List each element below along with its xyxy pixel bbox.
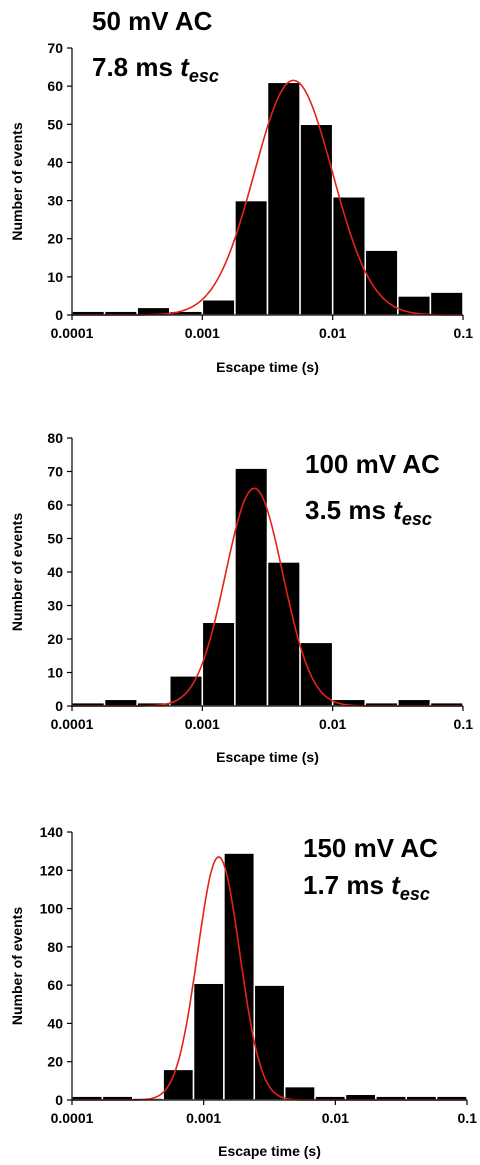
x-tick-label: 0.001 [186, 1110, 221, 1126]
x-tick-label: 0.001 [185, 325, 220, 341]
x-tick-label: 0.01 [319, 325, 346, 341]
histogram-bar [429, 291, 464, 316]
y-tick-label: 10 [47, 665, 63, 681]
histogram-bar [201, 298, 236, 316]
y-tick-label: 140 [40, 824, 64, 840]
annotation-subscript: esc [189, 66, 219, 86]
y-tick-label: 0 [55, 1092, 63, 1108]
histogram-bar [299, 641, 334, 707]
y-axis-label: Number of events [9, 907, 25, 1025]
annotation-voltage: 100 mV AC [305, 449, 440, 479]
histogram-bar [103, 698, 138, 707]
y-tick-label: 10 [47, 269, 63, 285]
y-tick-label: 20 [47, 631, 63, 647]
y-tick-label: 80 [47, 430, 63, 446]
y-tick-label: 60 [47, 497, 63, 513]
x-axis-label: Escape time (s) [218, 1143, 321, 1159]
histogram-bar [344, 1093, 377, 1101]
annotation-symbol: t [391, 870, 401, 900]
y-tick-label: 20 [47, 231, 63, 247]
histogram-bar [266, 561, 301, 707]
histogram-bar [283, 1085, 316, 1101]
histogram-bar [331, 196, 366, 316]
y-tick-label: 70 [47, 464, 63, 480]
annotation-voltage: 150 mV AC [303, 833, 438, 863]
annotation-voltage: 50 mV AC [92, 6, 213, 36]
annotation-value: 3.5 ms [305, 495, 393, 525]
histogram-bar [397, 295, 432, 316]
histogram-bar [397, 698, 432, 707]
y-tick-label: 80 [47, 939, 63, 955]
x-axis-label: Escape time (s) [216, 359, 319, 375]
y-axis-label: Number of events [9, 513, 25, 631]
histogram-bar [223, 852, 256, 1101]
annotation-symbol: t [180, 52, 190, 82]
y-tick-label: 100 [40, 901, 64, 917]
y-tick-label: 0 [55, 698, 63, 714]
annotation-escape-time: 3.5 ms tesc [305, 495, 432, 529]
y-tick-label: 70 [47, 40, 63, 56]
histogram-bar [162, 1068, 195, 1101]
y-tick-label: 30 [47, 193, 63, 209]
histogram-bar [201, 621, 236, 707]
histogram-bar [253, 984, 286, 1101]
x-tick-label: 0.001 [185, 716, 220, 732]
histogram-bar [234, 199, 269, 316]
y-tick-label: 60 [47, 977, 63, 993]
x-tick-label: 0.1 [454, 716, 474, 732]
histogram-bar [266, 81, 301, 316]
chart-panel-3: 0 20 40 60 80 100 120 140 0.0001 0.001 0.01 0.1 Esca… [9, 824, 477, 1159]
y-tick-label: 120 [40, 862, 64, 878]
x-tick-label: 0.01 [319, 716, 346, 732]
histogram-bar [234, 467, 269, 707]
y-axis-label: Number of events [9, 122, 25, 240]
x-tick-label: 0.01 [322, 1110, 349, 1126]
y-tick-label: 60 [47, 78, 63, 94]
x-tick-label: 0.0001 [51, 1110, 94, 1126]
y-tick-label: 30 [47, 598, 63, 614]
y-tick-label: 20 [47, 1054, 63, 1070]
chart-panel-1: 0 10 20 30 40 50 60 70 0.0001 0.001 0.01 0.1 Escape … [9, 6, 473, 375]
annotation-symbol: t [393, 495, 403, 525]
annotation-value: 1.7 ms [303, 870, 391, 900]
y-tick-label: 40 [47, 1015, 63, 1031]
annotation-subscript: esc [400, 884, 430, 904]
x-tick-label: 0.0001 [51, 325, 94, 341]
annotation-escape-time: 7.8 ms tesc [92, 52, 219, 86]
x-axis-label: Escape time (s) [216, 749, 319, 765]
y-tick-label: 50 [47, 116, 63, 132]
annotation-escape-time: 1.7 ms tesc [303, 870, 430, 904]
chart-panel-2: 0 10 20 30 40 50 60 70 80 0.0001 0.001 0.01 0.1 Escap… [9, 430, 473, 765]
y-tick-label: 0 [55, 307, 63, 323]
y-tick-label: 40 [47, 564, 63, 580]
annotation-value: 7.8 ms [92, 52, 180, 82]
histogram-bar [192, 982, 225, 1101]
x-tick-label: 0.0001 [51, 716, 94, 732]
y-tick-label: 50 [47, 531, 63, 547]
annotation-subscript: esc [402, 509, 432, 529]
x-tick-label: 0.1 [454, 325, 474, 341]
x-tick-label: 0.1 [458, 1110, 478, 1126]
y-tick-label: 40 [47, 154, 63, 170]
